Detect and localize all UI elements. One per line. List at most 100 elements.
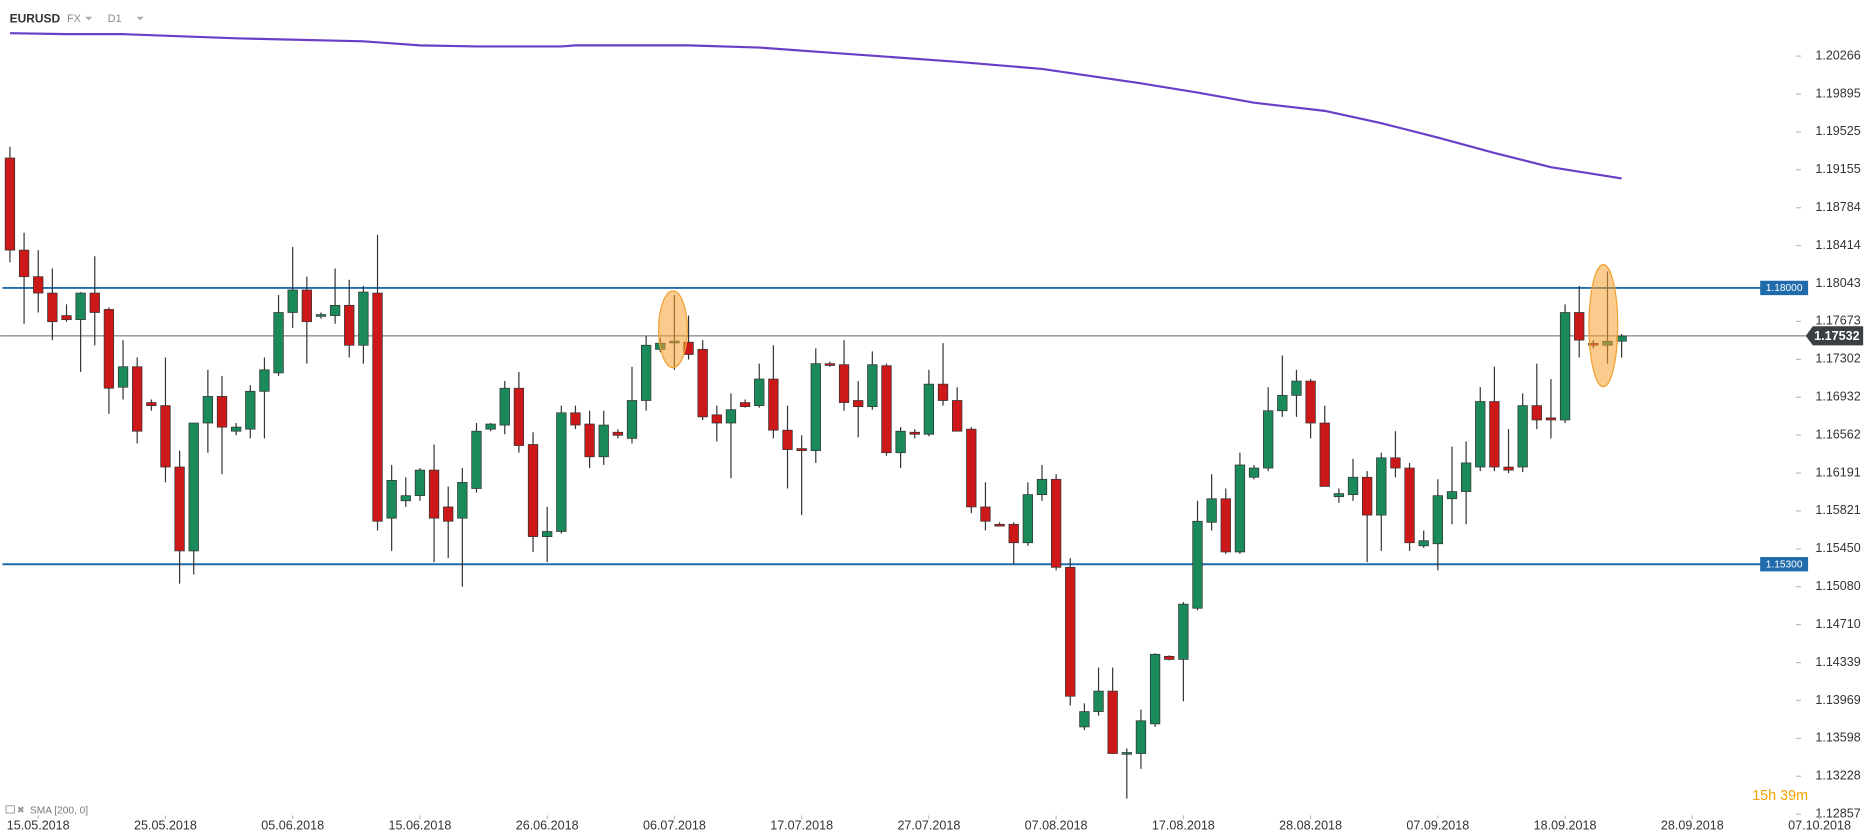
level-label: 1.15300 (1766, 560, 1803, 571)
last-price-label: 1.17532 (1814, 329, 1859, 343)
candle-body (1574, 312, 1585, 341)
candle-body (1333, 493, 1345, 498)
level-tag (1760, 557, 1809, 572)
candle-body (443, 506, 454, 522)
candle-body (216, 396, 228, 428)
candle-body (89, 292, 100, 313)
candle-body (1164, 655, 1175, 660)
candle-body (457, 482, 468, 519)
y-tick-label: 1.18784 (1815, 200, 1860, 214)
candle-body (315, 314, 327, 317)
y-tick-label: 1.16562 (1815, 427, 1860, 441)
candle-body (1079, 711, 1090, 728)
x-tick-label: 07.10.2018 (1788, 819, 1851, 833)
candle-body (259, 369, 270, 392)
y-tick-label: 1.17302 (1815, 352, 1860, 366)
candle-body (1277, 395, 1288, 412)
candle-body (146, 402, 157, 406)
candle-body (1446, 491, 1458, 500)
candle-body (1178, 603, 1189, 660)
candle-body (980, 506, 991, 522)
candle-body (824, 363, 836, 366)
market[interactable]: FX (67, 13, 81, 25)
dropdown-arrow[interactable] (136, 16, 144, 21)
candle-body (1206, 498, 1217, 523)
dropdown-arrow[interactable] (85, 16, 93, 21)
symbol[interactable]: EURUSD (10, 11, 61, 25)
candle-body (782, 429, 793, 450)
candle-body (18, 249, 30, 278)
y-tick-label: 1.16191 (1815, 465, 1860, 479)
candle-body (33, 276, 44, 294)
candle-body (1121, 752, 1132, 755)
candle-body (810, 363, 821, 452)
last-price-tag (1805, 326, 1864, 346)
candle-body (768, 378, 779, 431)
x-tick-label: 06.07.2018 (643, 819, 706, 833)
x-tick-label: 05.06.2018 (261, 819, 324, 833)
candle-body (1616, 335, 1627, 342)
candle-body (1460, 462, 1472, 492)
candle-body (909, 431, 920, 435)
candle-body (4, 157, 16, 251)
x-tick-label: 27.07.2018 (897, 819, 960, 833)
candle-body (570, 412, 581, 426)
y-tick-label: 1.20266 (1815, 48, 1860, 62)
candle-body (1093, 690, 1104, 712)
y-tick-label: 1.19155 (1815, 162, 1860, 176)
candle-body (386, 479, 397, 519)
y-tick-label: 1.13598 (1815, 731, 1860, 745)
candle-body (1418, 540, 1429, 547)
candle-body (499, 387, 510, 426)
y-tick-label: 1.13969 (1815, 693, 1860, 707)
y-tick-label: 1.14339 (1815, 655, 1860, 669)
indicator-close[interactable]: ✖ (17, 805, 25, 816)
candle-body (1517, 405, 1528, 468)
candle-body (1305, 380, 1316, 424)
candle-body (1135, 720, 1147, 754)
y-tick-label: 1.12857 (1815, 807, 1860, 821)
candle-body (174, 466, 185, 552)
candle-body (952, 400, 963, 432)
candle-body (527, 444, 539, 537)
candle-body (1362, 476, 1373, 516)
indicator-label[interactable]: SMA [200, 0] (30, 805, 88, 816)
candle-body (612, 431, 624, 436)
candle-body (75, 292, 86, 321)
candle-body (329, 304, 341, 316)
indicator-icon[interactable] (5, 805, 15, 814)
candle-body (1248, 467, 1260, 478)
candle-body (853, 400, 864, 408)
candle-body (937, 383, 949, 401)
candle-body (1008, 523, 1019, 544)
x-tick-label: 15.06.2018 (388, 819, 451, 833)
candle-body (626, 400, 638, 439)
x-tick-label: 07.09.2018 (1406, 819, 1469, 833)
plot-area (0, 32, 1809, 799)
candle-body (1489, 401, 1500, 468)
candle-body (1107, 690, 1118, 754)
candle-body (994, 523, 1005, 527)
candle-body (1545, 417, 1557, 421)
countdown: 15h 39m (1752, 788, 1808, 804)
candle-body (754, 378, 765, 406)
candle-body (1390, 457, 1401, 469)
candle-body (881, 365, 892, 454)
candle-body (1319, 422, 1330, 487)
candle-body (358, 291, 369, 346)
x-tick-label: 17.08.2018 (1152, 819, 1215, 833)
candle-body (1432, 495, 1443, 545)
interval[interactable]: D1 (108, 13, 122, 25)
candle-body (273, 312, 284, 374)
candle-body (1065, 566, 1076, 697)
y-tick-label: 1.15080 (1815, 579, 1860, 593)
candle-body (160, 405, 171, 468)
x-tick-label: 18.09.2018 (1534, 819, 1597, 833)
candle-body (1234, 464, 1246, 553)
labels: 1.20266 1.19895 1.19525 1.19155 1.18784 1.184… (7, 48, 1864, 833)
level-label: 1.18000 (1766, 283, 1803, 294)
highlight (1588, 264, 1619, 388)
candle-body (739, 402, 751, 408)
x-tick-label: 28.09.2018 (1661, 819, 1724, 833)
